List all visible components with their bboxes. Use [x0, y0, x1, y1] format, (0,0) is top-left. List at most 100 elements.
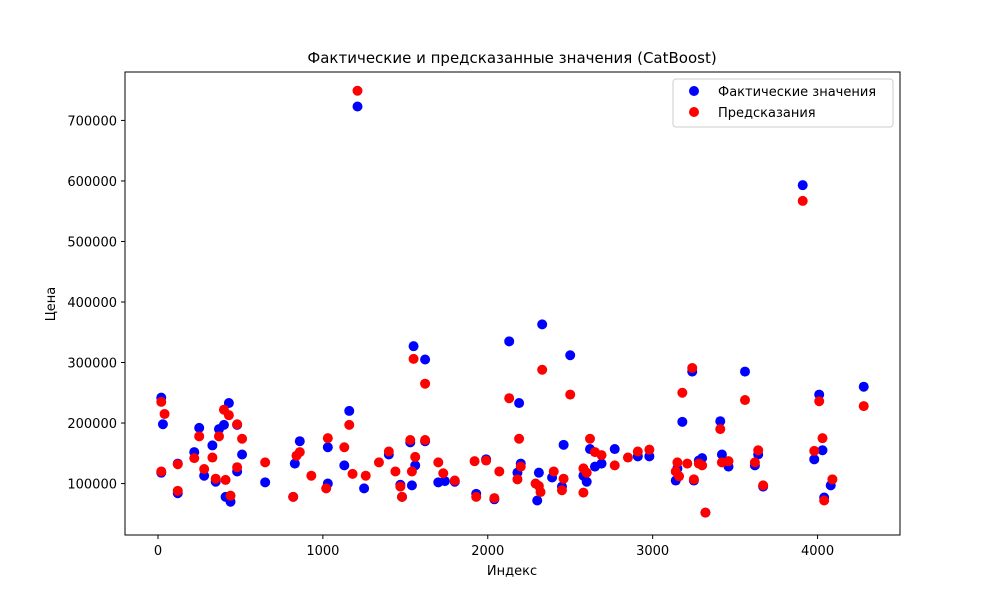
predicted-point [515, 461, 526, 472]
predicted-point [697, 460, 708, 471]
predicted-point [817, 433, 828, 444]
predicted-point [339, 442, 350, 453]
predicted-point [360, 470, 371, 481]
predicted-point [723, 456, 734, 467]
predicted-point [809, 445, 820, 456]
actual-point [565, 350, 576, 361]
legend: Фактические значения Предсказания [672, 78, 894, 128]
predicted-point [537, 364, 548, 375]
predicted-point [260, 457, 271, 468]
actual-point [533, 467, 544, 478]
predicted-point [210, 473, 221, 484]
predicted-point [347, 468, 358, 479]
y-tick-label: 100000 [67, 478, 117, 493]
predicted-point [189, 453, 200, 464]
predicted-point [449, 475, 460, 486]
predicted-point [397, 491, 408, 502]
predicted-point [715, 424, 726, 435]
predicted-point [237, 433, 248, 444]
actual-point [858, 381, 869, 392]
actual-point [558, 439, 569, 450]
predicted-point [306, 470, 317, 481]
predicted-point [749, 457, 760, 468]
predicted-point [858, 401, 869, 412]
actual-point [420, 354, 431, 365]
actual-point [406, 480, 417, 491]
actual-point [504, 336, 515, 347]
actual-point [716, 449, 727, 460]
predicted-point [682, 458, 693, 469]
predicted-point [548, 466, 559, 477]
x-axis-title: Индекс [487, 564, 537, 579]
predicted-point [172, 459, 183, 470]
predicted-point [622, 452, 633, 463]
actual-point [740, 366, 750, 377]
actual-point [715, 416, 726, 427]
predicted-point [373, 457, 384, 468]
predicted-point [172, 485, 183, 496]
predicted-point [321, 483, 332, 494]
predicted-point [819, 495, 830, 506]
actual-point [677, 416, 688, 427]
legend-frame [672, 78, 894, 128]
actual-point [359, 483, 370, 494]
predicted-point [565, 389, 576, 400]
predicted-point [471, 491, 482, 502]
predicted-point [352, 85, 363, 96]
predicted-point [294, 447, 305, 458]
y-tick-label: 200000 [67, 417, 117, 432]
actual-point [352, 101, 363, 112]
actual-point [157, 419, 168, 430]
predicted-point [420, 378, 431, 389]
actual-point [294, 436, 305, 447]
predicted-point [677, 387, 688, 398]
predicted-point [405, 434, 416, 445]
predicted-point [758, 480, 769, 491]
predicted-point [753, 445, 764, 456]
legend-marker-predicted [689, 107, 699, 117]
actual-point [514, 398, 525, 409]
predicted-point [433, 457, 444, 468]
predicted-point [674, 471, 685, 482]
points-layer [156, 85, 869, 518]
predicted-point [814, 396, 825, 407]
predicted-point [420, 434, 431, 445]
actual-point [581, 476, 592, 487]
predicted-point [687, 362, 698, 373]
predicted-point [469, 456, 480, 467]
y-tick-label: 400000 [67, 296, 117, 311]
predicted-point [156, 396, 167, 407]
x-tick-label: 2000 [471, 544, 504, 559]
predicted-point [159, 408, 170, 419]
actual-point [609, 444, 620, 455]
predicted-point [827, 474, 838, 485]
y-tick-label: 300000 [67, 357, 117, 372]
predicted-point [797, 195, 808, 206]
actual-point [194, 422, 205, 433]
predicted-point [390, 466, 401, 477]
predicted-point [494, 466, 505, 477]
predicted-point [322, 433, 333, 444]
actual-point [532, 495, 543, 506]
actual-point [439, 476, 450, 487]
actual-point [797, 180, 808, 191]
predicted-point [225, 490, 236, 501]
actual-point [339, 460, 350, 471]
predicted-point [740, 395, 750, 406]
actual-point [322, 442, 333, 453]
predicted-point [672, 457, 683, 468]
predicted-point [481, 455, 492, 466]
predicted-point [578, 487, 589, 498]
predicted-point [288, 491, 299, 502]
predicted-point [383, 446, 394, 457]
predicted-point [220, 474, 231, 485]
predicted-point [556, 485, 567, 496]
predicted-point [512, 474, 523, 485]
x-tick-label: 4000 [801, 544, 834, 559]
chart-title: Фактические и предсказанные значения (Ca… [307, 49, 716, 67]
y-tick-label: 600000 [67, 175, 117, 190]
predicted-point [700, 507, 711, 518]
actual-point [260, 477, 271, 488]
actual-point [596, 458, 607, 469]
predicted-point [232, 462, 243, 473]
